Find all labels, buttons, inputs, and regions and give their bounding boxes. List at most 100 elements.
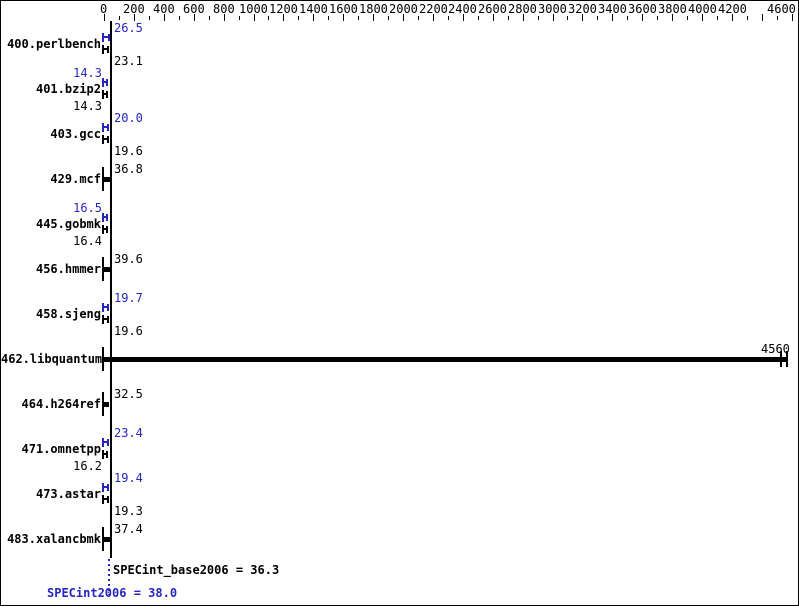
bar-start-cap [102,225,104,234]
bar-end-tick [786,351,788,367]
axis-minor-tick [119,16,120,20]
axis-major-tick [343,14,344,21]
axis-major-tick [582,14,583,21]
bar-end-tick [107,496,109,503]
bar-stem [104,402,109,407]
bar-end-tick [107,484,109,491]
bar-end-tick [106,226,108,233]
axis-major-tick [732,14,733,21]
axis-tick-label: 2600 [478,2,507,16]
bar-stem [104,216,106,218]
bar-end-tick [106,451,108,458]
bar-value-label: 19.3 [114,504,143,518]
base-mean-summary: SPECint_base2006 = 36.3 [113,563,280,577]
bar-value-label: 37.4 [114,522,143,536]
bar-value-label: 36.8 [114,162,143,176]
axis-tick-label: 800 [213,2,235,16]
bar-value-label: 16.4 [73,234,102,248]
bar-stem [104,138,107,140]
axis-tick-label: 1600 [329,2,358,16]
axis-tick-label: 3800 [658,2,687,16]
bar-start-cap [102,527,104,551]
axis-minor-tick [508,16,509,20]
axis-major-tick [283,14,284,21]
bar-start-cap [102,315,104,324]
bar-start-cap [102,135,104,144]
axis-minor-tick [179,16,180,20]
axis-minor-tick [478,16,479,20]
axis-major-tick [672,14,673,21]
bar-end-tick [107,124,109,131]
axis-tick-label: 2800 [508,2,537,16]
axis-tick-label: 1800 [359,2,388,16]
benchmark-label: 471.omnetpp [21,442,101,456]
benchmark-label: 445.gobmk [35,217,101,231]
axis-minor-tick [149,16,150,20]
bar-stem [104,36,108,38]
bar-stem [104,357,786,362]
bar-stem [104,306,107,308]
axis-minor-tick [209,16,210,20]
axis-tick-label: 600 [183,2,205,16]
axis-minor-tick [627,16,628,20]
axis-tick-label: 1400 [299,2,328,16]
axis-major-tick [164,14,165,21]
bar-start-cap [102,167,104,191]
axis-major-tick [134,14,135,21]
axis-major-tick [762,14,763,21]
bar-end-tick [106,214,108,221]
bar-start-cap [102,438,104,447]
axis-major-tick [702,14,703,21]
bar-start-cap [102,450,104,459]
bar-stem [104,81,106,83]
axis-tick-label: 3400 [598,2,627,16]
axis-tick-label: 2400 [448,2,477,16]
axis-tick-label: 400 [153,2,175,16]
bar-stem [104,93,106,95]
axis-minor-tick [567,16,568,20]
bar-value-label: 23.4 [114,426,143,440]
bar-value-label: 20.0 [114,111,143,125]
benchmark-label: 429.mcf [50,172,101,186]
benchmark-label: 403.gcc [50,127,101,141]
axis-minor-tick [268,16,269,20]
axis-minor-tick [448,16,449,20]
bar-value-label: 26.5 [114,21,143,35]
bar-value-label: 19.6 [114,324,143,338]
bar-value-label: 32.5 [114,387,143,401]
axis-minor-tick [298,16,299,20]
axis-minor-tick [418,16,419,20]
axis-tick-label: 1200 [269,2,298,16]
axis-major-tick [194,14,195,21]
axis-minor-tick [687,16,688,20]
benchmark-label: 456.hmmer [35,262,101,276]
peak-mean-summary: SPECint2006 = 38.0 [47,586,178,600]
axis-minor-tick [358,16,359,20]
axis-tick-label: 1000 [239,2,268,16]
bar-end-tick [106,79,108,86]
bar-end-tick [108,34,110,41]
bar-start-cap [102,495,104,504]
axis-minor-tick [597,16,598,20]
bar-end-tick [107,439,109,446]
axis-major-tick [224,14,225,21]
benchmark-label: 464.h264ref [21,397,101,411]
axis-major-tick [104,14,105,21]
axis-minor-tick [239,16,240,20]
axis-minor-tick [388,16,389,20]
axis-tick-label: 4600 [767,2,796,16]
mean-marker-dotted-line [108,559,110,595]
axis-major-tick [612,14,613,21]
bar-value-label: 14.3 [73,66,102,80]
bar-value-label: 16.2 [73,459,102,473]
benchmark-label: 458.sjeng [35,307,101,321]
axis-major-tick [403,14,404,21]
axis-major-tick [642,14,643,21]
bar-value-label: 19.4 [114,471,143,485]
y-axis-line [110,21,112,558]
bar-end-tick [107,304,109,311]
axis-tick-label: 4000 [688,2,717,16]
bar-start-cap [102,483,104,492]
axis-tick-label: 2200 [419,2,448,16]
